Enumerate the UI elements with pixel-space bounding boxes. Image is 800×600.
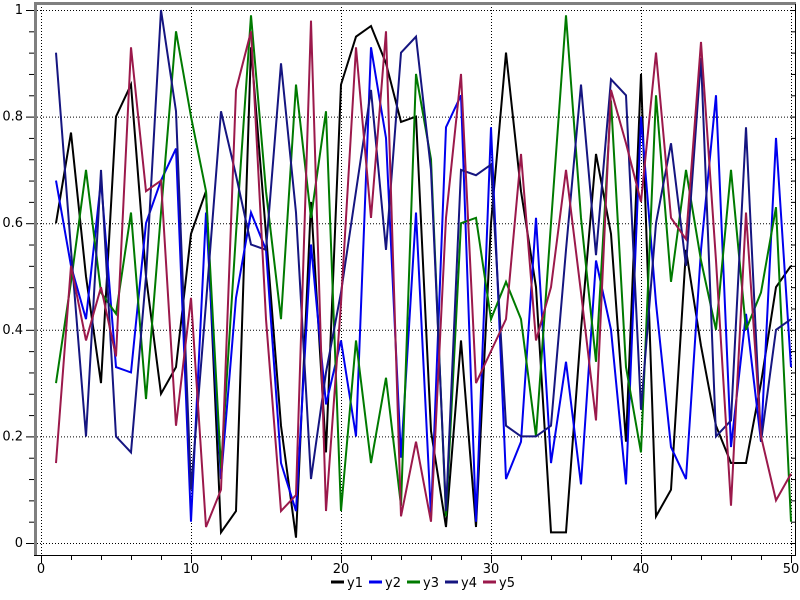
series-line-y1: [55, 24, 792, 538]
x-axis: 0 10 20 30 40 50: [37, 555, 799, 577]
series-lines: [55, 9, 792, 538]
series-line-y4: [55, 9, 792, 512]
y-tick-label: 0.4: [2, 323, 23, 338]
legend-label: y4: [461, 576, 477, 591]
y-tick-label: 0: [15, 536, 23, 551]
legend-label: y3: [423, 576, 439, 591]
legend-label: y1: [347, 576, 363, 591]
legend-item-y2: y2: [369, 576, 401, 591]
x-tick-label: 10: [183, 562, 200, 577]
frame-left: [34, 2, 37, 556]
x-tick-label: 40: [633, 562, 650, 577]
chart-legend: y1 y2 y3 y4 y5: [331, 576, 515, 591]
x-tick-label: 30: [483, 562, 500, 577]
x-tick-label: 20: [333, 562, 350, 577]
legend-item-y3: y3: [407, 576, 439, 591]
legend-item-y4: y4: [445, 576, 477, 591]
y-tick-label: 0.6: [2, 216, 23, 231]
x-tick-label: 0: [37, 562, 45, 577]
x-tick-label: 50: [783, 562, 800, 577]
y-tick-label: 0.2: [2, 429, 23, 444]
y-tick-label: 0.8: [2, 110, 23, 125]
frame-top: [34, 2, 796, 5]
legend-item-y1: y1: [331, 576, 363, 591]
y-axis: 0 0.2 0.4 0.6 0.8 1: [2, 3, 795, 551]
y-tick-label: 1: [15, 3, 23, 18]
legend-label: y2: [385, 576, 401, 591]
series-line-y2: [55, 47, 792, 522]
legend-item-y5: y5: [483, 576, 515, 591]
series-line-y5: [55, 20, 792, 528]
legend-label: y5: [499, 576, 515, 591]
series-line-y3: [55, 15, 792, 522]
